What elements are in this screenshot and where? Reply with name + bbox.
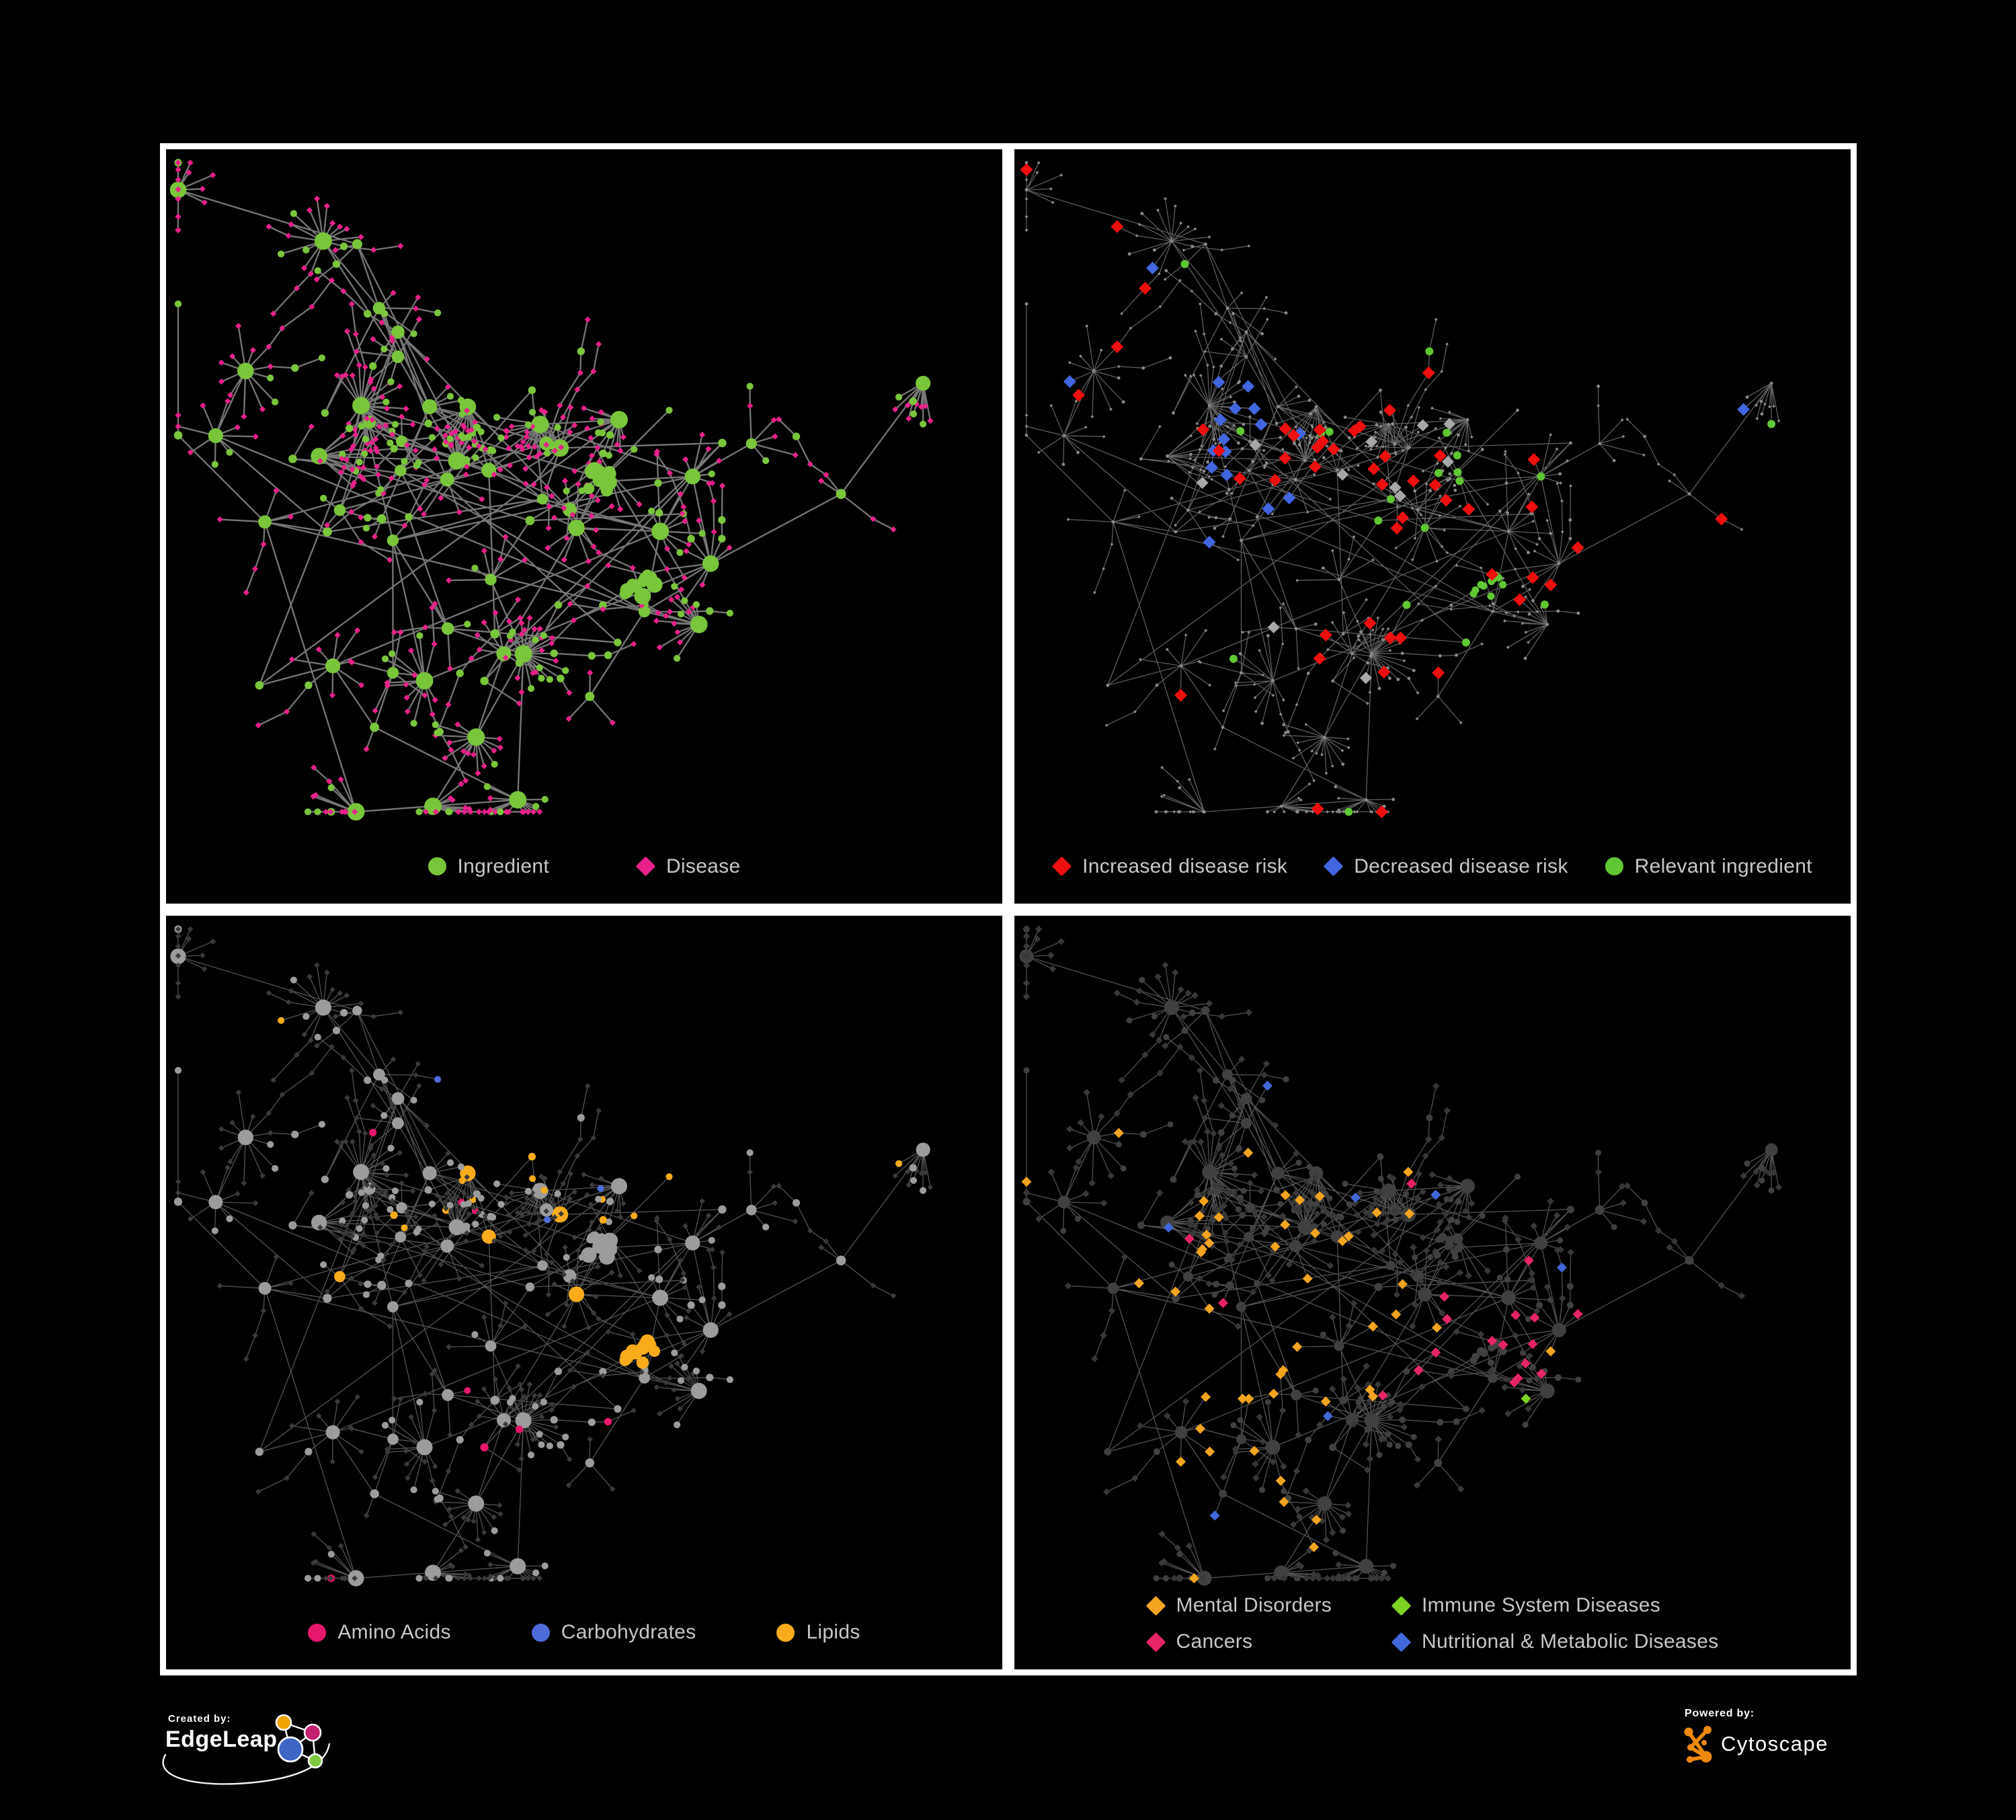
legend-label: Nutritional & Metabolic Diseases bbox=[1422, 1630, 1719, 1653]
legend-item-disease: Disease bbox=[635, 855, 741, 878]
created-by-label: Created by: bbox=[168, 1713, 231, 1725]
ingredient-disease-graph bbox=[169, 159, 934, 821]
legend-ingredient-disease: Ingredient Disease bbox=[166, 855, 1002, 878]
panel-disease-risk: Increased disease risk Decreased disease … bbox=[1008, 143, 1857, 910]
edgeleap-node-blue bbox=[277, 1736, 304, 1763]
legend-swatch-diamond bbox=[1323, 856, 1344, 877]
legend-label: Lipids bbox=[806, 1621, 860, 1643]
legend-label: Amino Acids bbox=[337, 1621, 451, 1643]
legend-swatch-diamond bbox=[1051, 856, 1072, 877]
legend-swatch-diamond bbox=[635, 856, 656, 877]
legend-label: Disease bbox=[666, 855, 741, 877]
edgeleap-node-orange bbox=[275, 1714, 292, 1731]
panel-ingredient-disease: Ingredient Disease bbox=[160, 143, 1008, 910]
legend-item-amino-acids: Amino Acids bbox=[308, 1621, 450, 1644]
disease-risk-graph bbox=[1020, 161, 1781, 818]
legend-swatch-circle bbox=[308, 1623, 327, 1642]
legend-item-immune-system-diseases: Immune System Diseases bbox=[1391, 1594, 1718, 1617]
legend-label: Carbohydrates bbox=[561, 1621, 696, 1643]
legend-label: Mental Disorders bbox=[1176, 1594, 1332, 1616]
cytoscape-icon bbox=[1684, 1726, 1712, 1763]
legend-label: Cancers bbox=[1176, 1630, 1253, 1653]
legend-swatch-diamond bbox=[1145, 1595, 1166, 1616]
legend-swatch-circle bbox=[776, 1623, 795, 1642]
legend-item-nutritional-metabolic-diseases: Nutritional & Metabolic Diseases bbox=[1391, 1630, 1719, 1653]
legend-item-increased-disease-risk: Increased disease risk bbox=[1051, 855, 1288, 878]
legend-label: Decreased disease risk bbox=[1354, 855, 1568, 877]
panel-disease-classes: Mental Disorders Immune System Diseases Ca… bbox=[1008, 909, 1857, 1675]
legend-swatch-diamond bbox=[1391, 1632, 1412, 1652]
legend-item-mental-disorders: Mental Disorders bbox=[1145, 1594, 1332, 1617]
edgeleap-network-mark bbox=[162, 1714, 331, 1785]
cytoscape-logo: Powered by: Cytoscape bbox=[1682, 1708, 1910, 1782]
cytoscape-wordmark: Cytoscape bbox=[1721, 1732, 1828, 1755]
legend-item-carbohydrates: Carbohydrates bbox=[531, 1621, 696, 1644]
edgeleap-wordmark: EdgeLeap bbox=[165, 1727, 278, 1752]
legend-swatch-diamond bbox=[1145, 1632, 1166, 1652]
legend-item-lipids: Lipids bbox=[776, 1621, 860, 1644]
legend-disease-classes: Mental Disorders Immune System Diseases Ca… bbox=[1014, 1594, 1851, 1653]
legend-item-relevant-ingredient: Relevant ingredient bbox=[1605, 855, 1812, 878]
edgeleap-logo: Created by: EdgeLeap bbox=[159, 1712, 374, 1799]
legend-item-ingredient: Ingredient bbox=[428, 855, 549, 878]
legend-swatch-circle bbox=[1605, 857, 1623, 875]
legend-label: Increased disease risk bbox=[1082, 855, 1288, 877]
ingredient-class-graph bbox=[170, 924, 934, 1586]
legend-ingredient-classes: Amino Acids Carbohydrates Lipids bbox=[166, 1621, 1002, 1644]
legend-label: Immune System Diseases bbox=[1422, 1594, 1661, 1616]
legend-item-cancers: Cancers bbox=[1145, 1630, 1332, 1653]
legend-label: Ingredient bbox=[457, 855, 549, 877]
legend-disease-risk: Increased disease risk Decreased disease … bbox=[1014, 855, 1851, 878]
edgeleap-node-green bbox=[307, 1753, 323, 1769]
panel-grid: Ingredient Disease Increased disease risk… bbox=[160, 143, 1857, 1675]
legend-label: Relevant ingredient bbox=[1634, 855, 1812, 877]
powered-by-label: Powered by: bbox=[1685, 1708, 1755, 1719]
disease-class-graph bbox=[1019, 925, 1783, 1585]
panel-ingredient-classes: Amino Acids Carbohydrates Lipids bbox=[160, 909, 1008, 1675]
legend-item-decreased-disease-risk: Decreased disease risk bbox=[1323, 855, 1568, 878]
legend-swatch-circle bbox=[531, 1623, 550, 1642]
legend-swatch-circle bbox=[428, 857, 446, 875]
edgeleap-node-magenta bbox=[303, 1723, 322, 1742]
legend-swatch-diamond bbox=[1391, 1595, 1412, 1616]
